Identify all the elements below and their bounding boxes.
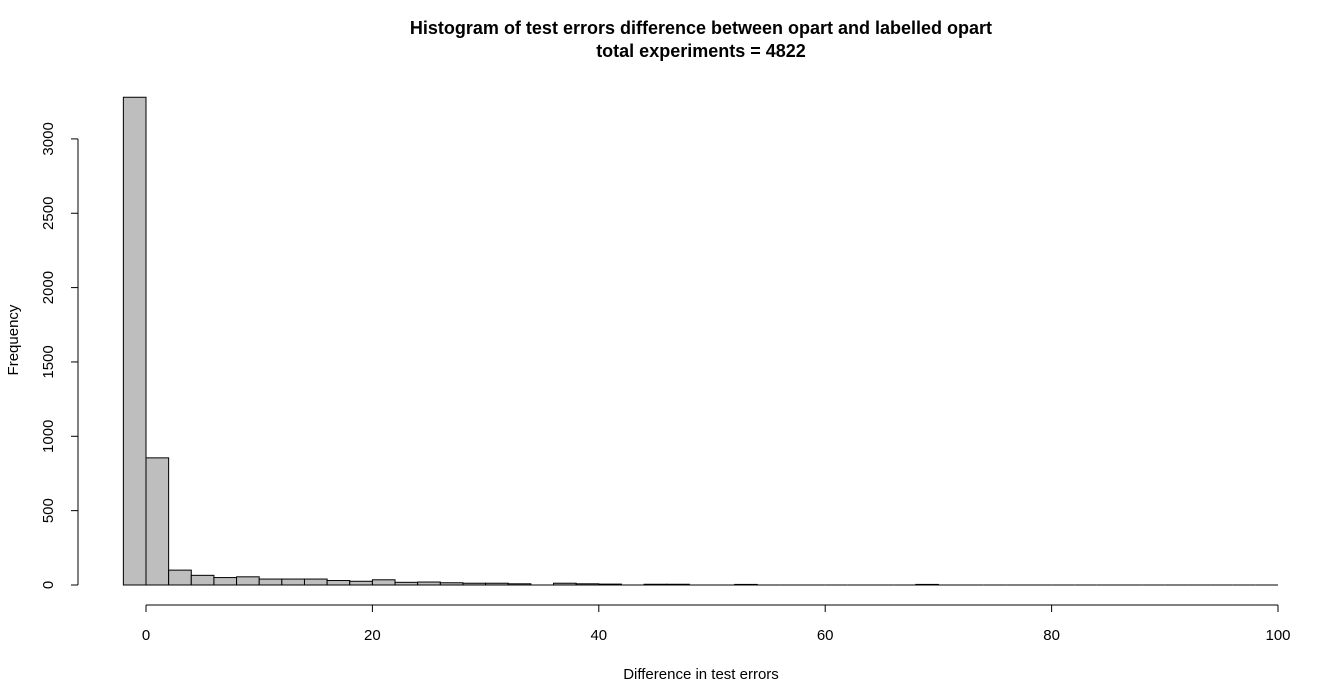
histogram-bar — [507, 583, 532, 586]
histogram-bar — [485, 582, 509, 586]
histogram-bar — [666, 583, 690, 586]
x-tick-label: 20 — [364, 627, 381, 644]
histogram-bar — [598, 583, 622, 586]
histogram-bar — [575, 583, 600, 586]
x-tick-label: 100 — [1265, 627, 1290, 644]
histogram-bar — [213, 577, 238, 586]
histogram-bar — [417, 581, 441, 586]
x-tick-label: 60 — [817, 627, 834, 644]
histogram-bar — [190, 574, 215, 586]
histogram-bar — [236, 576, 260, 586]
x-axis-title: Difference in test errors — [623, 666, 779, 683]
histogram-bar — [303, 578, 328, 586]
histogram-bar — [439, 582, 464, 586]
y-axis-title: Frequency — [5, 304, 22, 375]
histogram-bar — [734, 583, 758, 586]
x-axis: 0 20 40 60 80 100 — [142, 604, 1291, 644]
histogram-bar — [122, 96, 147, 586]
y-tick-label: 0 — [40, 581, 57, 589]
histogram-bar — [168, 569, 192, 586]
y-tick-label: 1000 — [40, 420, 57, 453]
bars-group — [122, 96, 1278, 586]
chart-title: Histogram of test errors difference betw… — [410, 18, 992, 38]
y-axis: 0 500 1000 1500 2000 2500 3000 — [40, 122, 79, 589]
x-tick-label: 40 — [590, 627, 607, 644]
y-tick-label: 2000 — [40, 271, 57, 304]
histogram-bar — [371, 579, 396, 586]
y-tick-label: 500 — [40, 498, 57, 523]
histogram-bar — [915, 583, 939, 586]
histogram-bar — [553, 582, 577, 586]
histogram-bar — [349, 580, 373, 586]
y-tick-label: 3000 — [40, 122, 57, 155]
x-tick-label: 80 — [1043, 627, 1060, 644]
histogram-bar — [643, 583, 668, 586]
histogram-bar — [258, 578, 283, 586]
histogram-bar — [394, 581, 419, 586]
x-tick-label: 0 — [142, 627, 150, 644]
y-tick-label: 1500 — [40, 345, 57, 378]
histogram-bar — [281, 578, 305, 586]
y-tick-label: 2500 — [40, 197, 57, 230]
histogram-bar — [145, 457, 170, 586]
histogram-bar — [326, 580, 351, 586]
histogram-bar — [462, 582, 487, 586]
chart-subtitle: total experiments = 4822 — [596, 41, 806, 61]
